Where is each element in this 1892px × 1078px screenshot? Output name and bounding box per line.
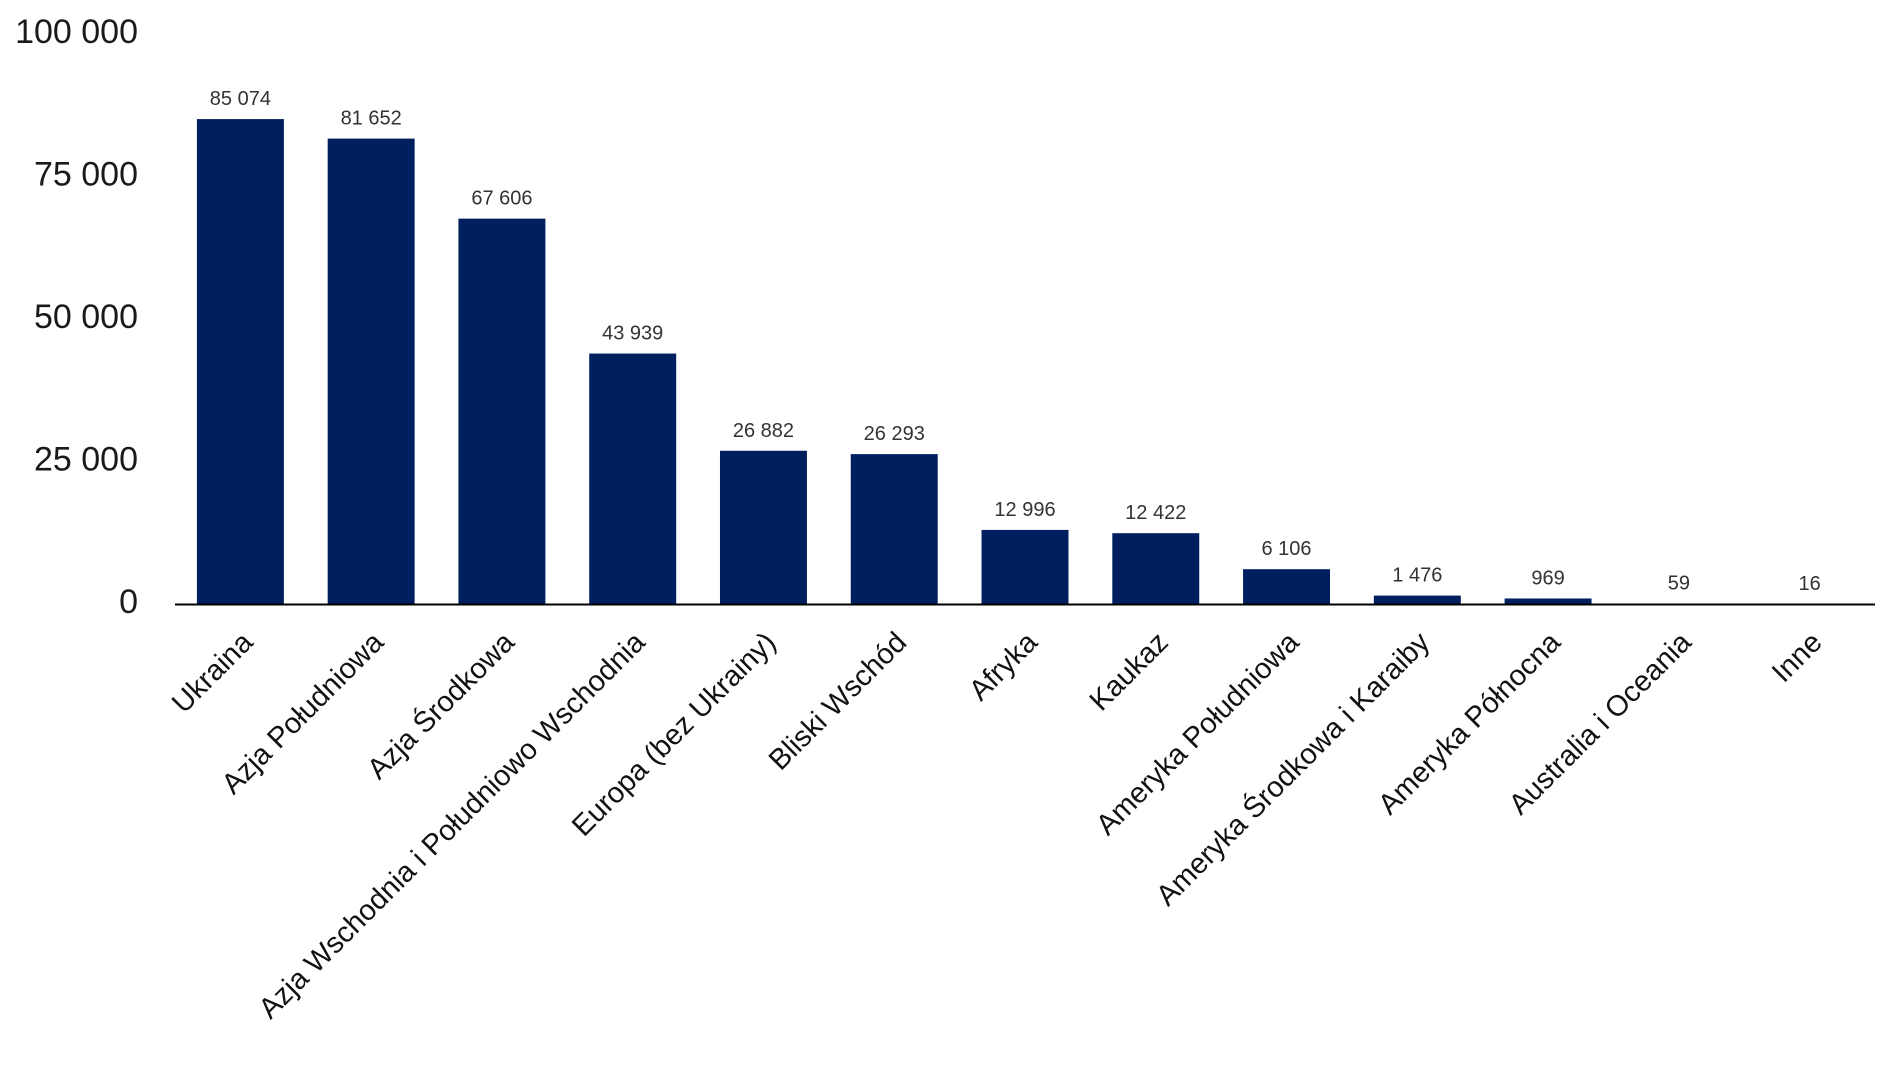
x-tick-label: Bliski Wschód [763, 626, 913, 776]
data-label: 969 [1531, 567, 1564, 589]
bar [1504, 598, 1592, 604]
bar [327, 138, 415, 604]
data-labels-group: 85 074 81 652 67 606 43 939 26 882 26 293 12 9… [210, 88, 1821, 595]
bar [1243, 569, 1331, 604]
data-label: 59 [1668, 573, 1690, 595]
bar [1112, 533, 1200, 604]
bar [589, 353, 677, 604]
data-label: 26 293 [864, 423, 925, 445]
bar [1373, 595, 1461, 604]
data-label: 12 996 [994, 499, 1055, 521]
bar [458, 218, 546, 604]
data-label: 16 [1798, 573, 1820, 595]
x-tick-label: Kaukaz [1084, 626, 1175, 717]
data-label: 85 074 [210, 88, 271, 110]
y-tick-label: 75 000 [34, 155, 138, 193]
y-axis: 0 25 000 50 000 75 000 100 000 [15, 13, 138, 621]
data-label: 67 606 [471, 188, 532, 210]
bar [981, 529, 1069, 604]
bar [719, 450, 807, 604]
data-label: 1 476 [1392, 565, 1442, 587]
data-label: 43 939 [602, 323, 663, 345]
y-tick-label: 25 000 [34, 440, 138, 478]
x-tick-label: Inne [1766, 626, 1829, 689]
data-label: 6 106 [1262, 538, 1312, 560]
data-label: 26 882 [733, 420, 794, 442]
y-tick-label: 100 000 [15, 13, 138, 51]
data-label: 81 652 [341, 108, 402, 130]
y-tick-label: 50 000 [34, 298, 138, 336]
bars-group [196, 119, 1854, 605]
data-label: 12 422 [1125, 502, 1186, 524]
y-tick-label: 0 [119, 583, 138, 621]
bar [850, 454, 938, 604]
x-tick-label: Ukraina [166, 626, 260, 720]
bar [196, 119, 284, 605]
x-tick-label: Ameryka Środkowa i Karaiby [1149, 625, 1437, 913]
x-tick-label: Afryka [963, 626, 1044, 707]
